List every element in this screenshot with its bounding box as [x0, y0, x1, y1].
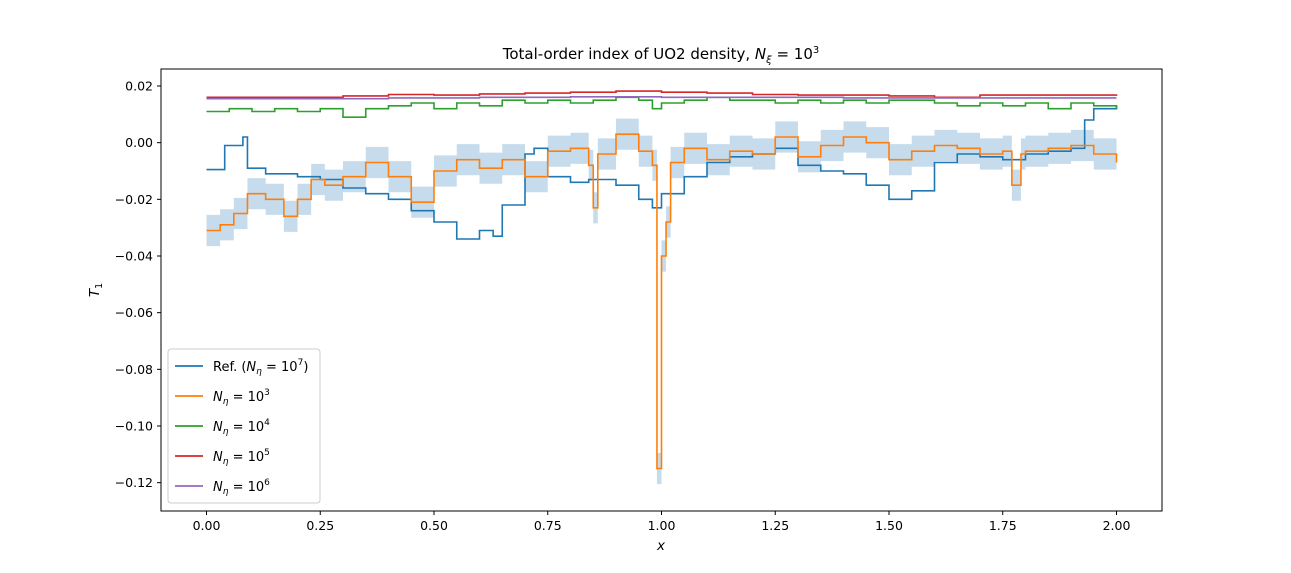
series-line-2	[206, 96, 1118, 118]
x-tick-label: 1.25	[761, 518, 789, 533]
x-tick-label: 0.25	[306, 518, 334, 533]
legend-frame	[167, 348, 321, 504]
y-tick-label: −0.04	[115, 249, 153, 264]
chart-title-sub: ξ	[765, 55, 772, 66]
y-tick-label: −0.10	[115, 419, 153, 434]
x-axis-label: x	[656, 538, 666, 554]
legend-label-3: Nη = 105	[213, 448, 270, 467]
chart-title-rest: = 10	[772, 45, 813, 63]
series-line-4	[206, 95, 1117, 100]
legend-label-4: Nη = 106	[213, 478, 270, 497]
series-line-1	[206, 133, 1118, 470]
x-axis: 0.00 0.25 0.50 0.75 1.00 1.25 1.50 1.75 2.00	[193, 511, 1131, 533]
y-tick-label: 0.02	[125, 79, 153, 94]
x-tick-label: 1.00	[648, 518, 676, 533]
y-tick-label: −0.12	[115, 475, 153, 490]
chart-title-text: Total-order index of UO2 density,	[502, 45, 755, 63]
legend: Ref. (Nη = 107) Nη = 103 Nη = 104 Nη = 105 N…	[167, 348, 321, 504]
y-tick-label: −0.08	[115, 362, 153, 377]
x-tick-label: 0.00	[193, 518, 221, 533]
x-tick-label: 1.75	[989, 518, 1017, 533]
series-layer	[206, 90, 1118, 470]
legend-label-0: Ref. (Nη = 107)	[213, 358, 308, 377]
y-axis: −0.12 −0.10 −0.08 −0.06 −0.04 −0.02 0.00 0.02	[115, 79, 161, 490]
legend-label-2: Nη = 104	[213, 418, 270, 437]
y-tick-label: 0.00	[125, 135, 153, 150]
legend-items: Ref. (Nη = 107) Nη = 103 Nη = 104 Nη = 105 N…	[175, 358, 308, 497]
chart-title-math: N	[755, 45, 766, 63]
x-tick-label: 1.50	[875, 518, 903, 533]
y-tick-label: −0.06	[115, 305, 153, 320]
x-tick-label: 2.00	[1103, 518, 1131, 533]
y-axis-label-main: T	[87, 287, 103, 297]
legend-label-1: Nη = 103	[213, 388, 270, 407]
y-tick-label: −0.02	[115, 192, 153, 207]
y-axis-label: T1	[87, 283, 105, 297]
chart-title: Total-order index of UO2 density, Nξ = 1…	[502, 45, 820, 66]
x-tick-label: 0.75	[534, 518, 562, 533]
chart-title-sup: 3	[813, 45, 819, 56]
x-tick-label: 0.50	[420, 518, 448, 533]
y-axis-label-sub: 1	[94, 283, 105, 289]
